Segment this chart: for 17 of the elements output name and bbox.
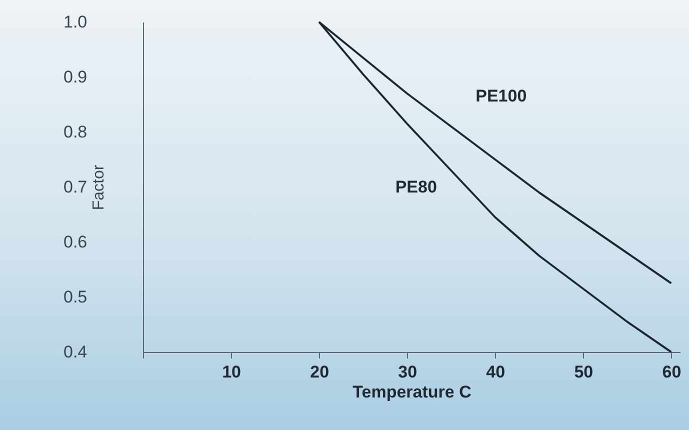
y-tick-label: 0.8 — [64, 122, 88, 142]
y-tick-label: 0.5 — [64, 288, 88, 306]
y-tick-label: 0.7 — [64, 178, 88, 196]
x-tick-label: 50 — [574, 362, 594, 382]
series-label: PE100 — [476, 86, 527, 106]
series-label: PE80 — [395, 177, 437, 196]
x-tick-label: 40 — [486, 362, 506, 382]
x-tick-label: 30 — [398, 362, 418, 382]
y-tick-label: 0.4 — [64, 342, 88, 362]
x-axis-title: Temperature C — [352, 382, 472, 402]
x-tick-label: 10 — [222, 362, 241, 382]
y-axis-title: Factor — [90, 164, 108, 210]
x-tick-label: 20 — [310, 362, 330, 382]
y-tick-label: 0.6 — [64, 232, 88, 252]
y-tick-label: 0.9 — [64, 68, 88, 86]
x-tick-label: 60 — [662, 362, 682, 382]
y-tick-label: 1.0 — [64, 12, 88, 32]
